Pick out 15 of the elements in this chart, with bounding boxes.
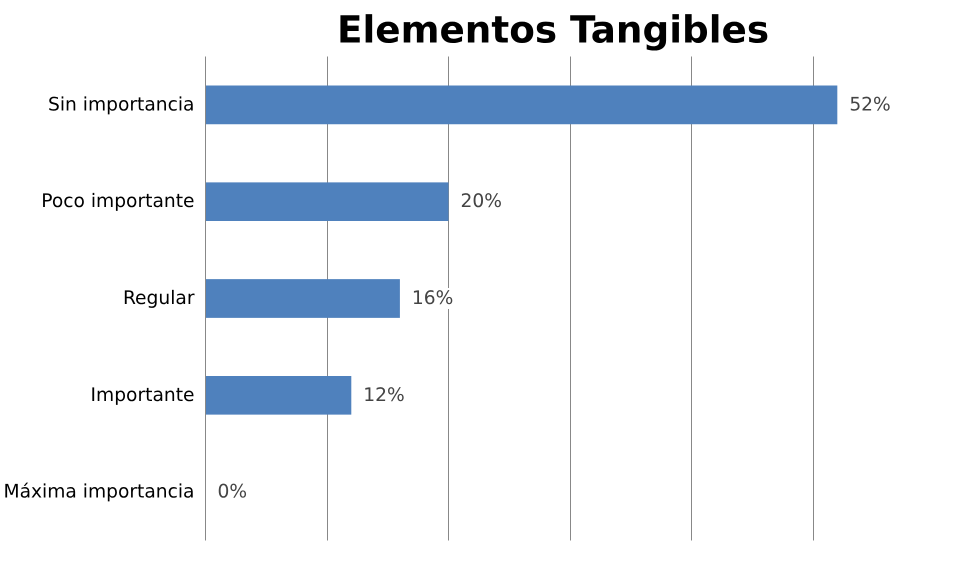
data-label: 16% [412,288,454,309]
data-label: 20% [460,191,502,212]
bar [206,182,449,222]
y-tick-label: Máxima importancia [3,482,195,503]
data-label: 52% [849,94,891,116]
bar [206,279,400,318]
y-tick-label: Regular [122,288,195,309]
data-label: 0% [218,482,248,503]
y-tick-label: Importante [90,384,194,406]
chart-title: Elementos Tangibles [336,8,770,52]
y-tick-label: Poco importante [41,191,194,212]
bar [206,86,838,124]
y-tick-label: Sin importancia [48,94,195,116]
bar [206,376,352,415]
data-label: 12% [363,384,405,406]
